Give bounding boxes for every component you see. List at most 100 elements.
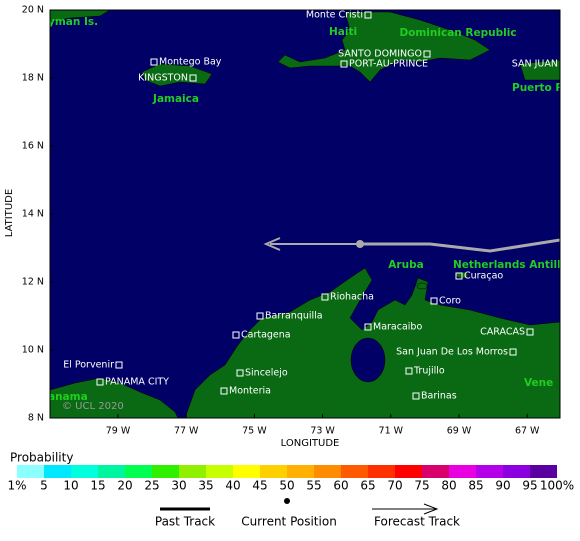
place-label: Cartagena: [241, 330, 291, 341]
legend-label: 100%: [540, 479, 574, 493]
lake: [350, 337, 386, 383]
country-label: Jamaica: [152, 93, 199, 105]
legend-text: Current Position: [241, 515, 337, 529]
place-label: Monteria: [229, 386, 271, 397]
lat-tick-label: 16 N: [22, 141, 44, 152]
place-marker: [364, 11, 372, 19]
forecast-arrow: [263, 237, 281, 251]
color-swatch: [503, 465, 530, 478]
color-swatch: [368, 465, 395, 478]
lon-tick-label: 71 W: [379, 426, 404, 437]
color-swatch: [314, 465, 341, 478]
color-swatch: [98, 465, 125, 478]
place-label: Riohacha: [330, 292, 374, 303]
color-swatch: [476, 465, 503, 478]
place-label: CARACAS: [480, 327, 525, 338]
legend-label: 85: [468, 479, 483, 493]
color-swatch: [422, 465, 449, 478]
current-position: [356, 240, 364, 248]
land: [519, 59, 560, 81]
legend-label: 75: [414, 479, 429, 493]
legend-label: 30: [171, 479, 186, 493]
place-marker: [430, 297, 438, 305]
legend-label: 15: [90, 479, 105, 493]
lon-tick-label: 67 W: [515, 426, 540, 437]
place-label: Sincelejo: [245, 368, 288, 379]
place-label: San Juan De Los Morros: [396, 347, 508, 358]
place-marker: [559, 60, 560, 68]
lat-title: LATITUDE: [4, 189, 15, 237]
land: [50, 377, 179, 418]
legend-label: 70: [387, 479, 402, 493]
place-label: Trujillo: [413, 366, 445, 377]
color-swatch: [179, 465, 206, 478]
legend-label: 55: [306, 479, 321, 493]
color-swatch: [71, 465, 98, 478]
map: yman Is. Haiti Dominican Republic Jamaica Pu…: [48, 10, 574, 418]
country-label: Haiti: [329, 26, 357, 38]
color-swatch: [125, 465, 152, 478]
place-marker: [509, 348, 517, 356]
place-label: SANTO DOMINGO: [338, 49, 422, 60]
legend-label: 90: [495, 479, 510, 493]
place-label: KINGSTON: [138, 73, 188, 84]
place-marker: [189, 74, 197, 82]
color-swatch: [44, 465, 71, 478]
place-marker: [236, 369, 244, 377]
legend-label: 50: [279, 479, 294, 493]
lon-title: LONGITUDE: [281, 438, 340, 449]
place-marker: [340, 60, 348, 68]
place-label: Barranquilla: [265, 311, 323, 322]
island: [416, 282, 428, 290]
color-swatch: [17, 465, 44, 478]
place-marker: [115, 361, 123, 369]
country-label: yman Is.: [48, 16, 98, 28]
legend-text: Past Track: [155, 515, 215, 529]
land: [50, 10, 111, 23]
place-marker: [412, 392, 420, 400]
place-marker: [96, 378, 104, 386]
color-swatch: [152, 465, 179, 478]
place-marker: [256, 312, 264, 320]
color-swatch: [341, 465, 368, 478]
place-label: Curaçao: [464, 271, 503, 282]
place-label: Monte Cristi: [306, 10, 363, 21]
legend-title: Probability: [10, 451, 73, 465]
lon-tick-label: 75 W: [242, 426, 267, 437]
place-marker: [220, 387, 228, 395]
legend-label: 5: [40, 479, 48, 493]
place-marker: [526, 328, 534, 336]
legend-label: 25: [144, 479, 159, 493]
current-key: [284, 498, 290, 504]
color-swatch: [530, 465, 557, 478]
place-marker: [232, 331, 240, 339]
place-label: El Porvenir: [63, 360, 114, 371]
place-label: SAN JUAN: [512, 59, 558, 70]
legend-label: 40: [225, 479, 240, 493]
country-label: Netherlands Antilles: [453, 259, 574, 271]
lat-tick-label: 20 N: [22, 5, 44, 16]
place-label: Montego Bay: [159, 57, 222, 68]
color-swatch: [395, 465, 422, 478]
color-swatch: [287, 465, 314, 478]
land: [277, 11, 491, 83]
lat-tick-label: 8 N: [28, 413, 44, 424]
place-marker: [455, 272, 463, 280]
country-label: anama: [48, 391, 88, 403]
place-label: PANAMA CITY: [105, 377, 169, 388]
lon-tick-label: 73 W: [310, 426, 335, 437]
lat-tick-label: 18 N: [22, 73, 44, 84]
place-marker: [321, 293, 329, 301]
place-marker: [423, 50, 431, 58]
place-label: PORT-AU-PRINCE: [349, 59, 428, 70]
watermark: © UCL 2020: [62, 401, 124, 412]
legend-label: 1%: [7, 479, 26, 493]
country-label: Dominican Republic: [399, 27, 516, 39]
place-label: Barinas: [421, 391, 457, 402]
lon-tick-label: 69 W: [447, 426, 472, 437]
legend-label: 80: [441, 479, 456, 493]
legend-label: 20: [117, 479, 132, 493]
legend-label: 65: [360, 479, 375, 493]
lon-tick-label: 77 W: [174, 426, 199, 437]
place-marker: [150, 58, 158, 66]
